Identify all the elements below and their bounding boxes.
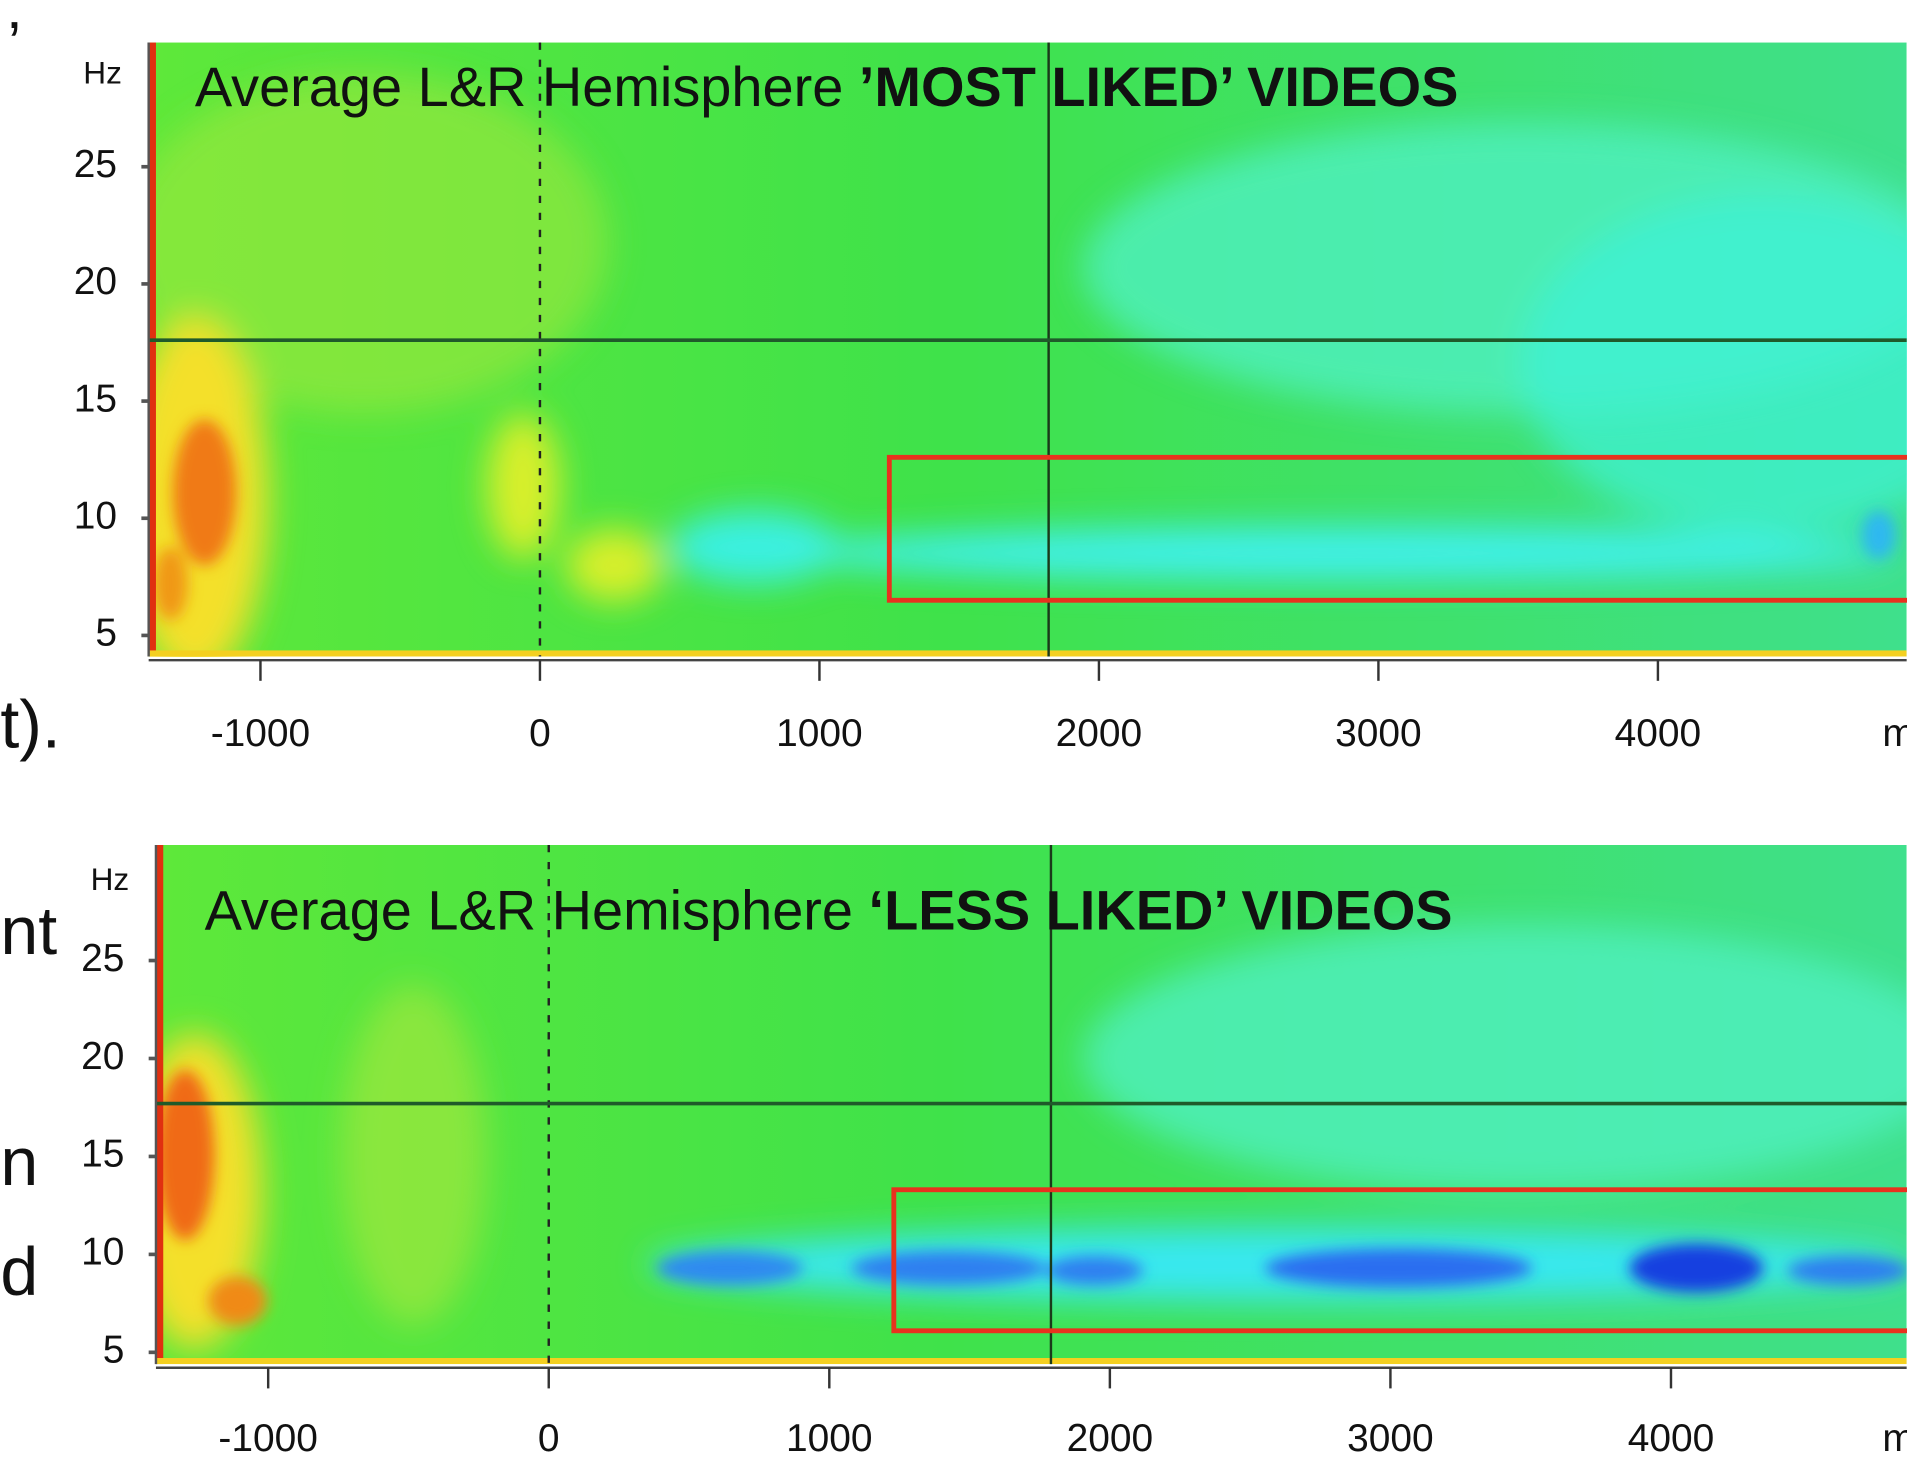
y-tick-label: 20	[81, 1035, 124, 1078]
x-tick-label: 1000	[776, 712, 863, 755]
title-text: Average L&R Hemisphere	[205, 878, 853, 941]
y-tick-label: 25	[81, 937, 124, 980]
y-axis-unit: Hz	[83, 55, 122, 91]
x-tick-label: 2000	[1067, 1417, 1154, 1460]
y-tick-label: 15	[81, 1133, 124, 1176]
y-tick-label: 5	[103, 1329, 125, 1372]
heatmap-image	[122, 43, 1907, 681]
x-tick-label: -1000	[218, 1417, 317, 1460]
x-tick-label: 4000	[1615, 712, 1702, 755]
y-tick-label: 10	[74, 495, 117, 538]
chart-title: Average L&R Hemisphere ‘LESS LIKED’ VIDE…	[205, 878, 1453, 941]
slide-text-fragment: d	[0, 1234, 38, 1310]
x-tick-label: 0	[538, 1417, 560, 1460]
title-emphasis: ’MOST LIKED’ VIDEOS	[859, 55, 1459, 118]
title-emphasis: ‘LESS LIKED’ VIDEOS	[869, 878, 1453, 941]
x-tick-label: -1000	[211, 712, 310, 755]
x-axis-unit: m	[1882, 712, 1907, 755]
y-tick-label: 15	[74, 377, 117, 420]
slide-text-fragment: n	[0, 1124, 38, 1200]
y-axis-unit: Hz	[91, 861, 130, 897]
title-text: Average L&R Hemisphere	[195, 55, 843, 118]
slide-text-fragment: ’	[8, 10, 22, 78]
x-tick-label: 3000	[1347, 1417, 1434, 1460]
y-tick-label: 20	[74, 260, 117, 303]
slide-text-fragment: t).	[0, 686, 61, 762]
y-tick-label: 5	[95, 612, 117, 655]
x-tick-label: 1000	[786, 1417, 873, 1460]
x-tick-label: 4000	[1628, 1417, 1715, 1460]
y-tick-label: 10	[81, 1231, 124, 1274]
x-tick-label: 2000	[1056, 712, 1143, 755]
page: {"side_text": ["’", "t).", "nt", "n", "d…	[0, 0, 1907, 1465]
slide: ’ t). nt nd -1000 0 1000 2000 3000 4000 5 10 15 20 25 H…	[0, 0, 1907, 1465]
x-axis-unit: m	[1882, 1417, 1907, 1460]
x-tick-label: 0	[529, 712, 551, 755]
x-tick-label: 3000	[1335, 712, 1422, 755]
chart-title: Average L&R Hemisphere ’MOST LIKED’ VIDE…	[195, 55, 1459, 118]
slide-text-fragment: nt	[0, 893, 57, 969]
y-tick-label: 25	[74, 143, 117, 186]
